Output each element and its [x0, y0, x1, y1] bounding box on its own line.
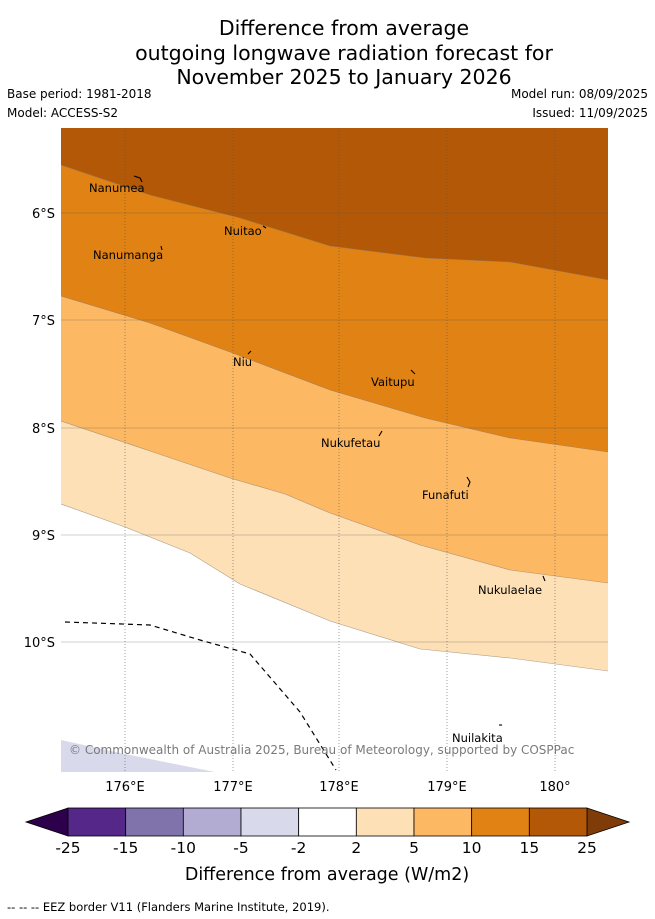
- colorbar-segment: [355, 807, 415, 837]
- colorbar-label: Difference from average (W/m2): [185, 865, 469, 885]
- model-run-text: Model run: 08/09/2025: [510, 87, 648, 101]
- contour-lines: [61, 164, 608, 672]
- colorbar-segment: [471, 807, 530, 837]
- lon-label: 177°E: [213, 780, 253, 795]
- island-vaitupu-icon: [410, 369, 416, 375]
- map-area: Nanumea Nanumanga Nuitao Niu Vaitupu Nuk…: [61, 128, 608, 772]
- lat-label: 7°S: [32, 314, 55, 329]
- latitude-labels: 6°S 7°S 8°S 9°S 10°S: [24, 207, 55, 651]
- lat-label: 10°S: [24, 636, 55, 651]
- colorbar-segment: [298, 807, 357, 837]
- band-neg5-neg2: [61, 740, 215, 772]
- colorbar-tick-label: -5: [233, 839, 248, 857]
- colorbar: -25 -15 -10 -5 -2 2 5 10 15 25 Difference from av…: [24, 807, 631, 885]
- title-line-2: outgoing longwave radiation forecast for: [135, 40, 553, 65]
- place-label: Nanumanga: [93, 248, 163, 262]
- place-label: Nuilakita: [452, 731, 503, 745]
- eez-legend-note: -- -- -- EEZ border V11 (Flanders Marine…: [7, 900, 330, 914]
- colorbar-segment: [528, 807, 588, 837]
- place-label: Nuitao: [224, 224, 262, 238]
- colorbar-tick-label: -25: [55, 839, 80, 857]
- island-nukulaelae-icon: [542, 575, 546, 582]
- eez-border-line: [64, 621, 337, 771]
- title-line-3: November 2025 to January 2026: [176, 65, 512, 89]
- place-label: Funafuti: [422, 488, 469, 502]
- lat-label: 6°S: [32, 207, 55, 222]
- place-label: Vaitupu: [371, 375, 415, 389]
- place-labels: Nanumea Nanumanga Nuitao Niu Vaitupu Nuk…: [89, 181, 542, 745]
- colorbar-segment: [67, 807, 127, 837]
- colorbar-tick-label: -15: [113, 839, 138, 857]
- colorbar-tick-labels: -25 -15 -10 -5 -2 2 5 10 15 25: [55, 839, 597, 857]
- colorbar-segments: [67, 807, 588, 837]
- island-nuitao-icon: [262, 225, 267, 229]
- band-neg2-2: [61, 504, 608, 772]
- lat-label: 9°S: [32, 529, 55, 544]
- place-label: Nanumea: [89, 181, 145, 195]
- colorbar-tick-label: 10: [462, 839, 482, 857]
- lon-label: 180°: [539, 780, 570, 795]
- colorbar-segment: [240, 807, 300, 837]
- latitude-gridlines: [61, 212, 608, 643]
- longitude-labels: 176°E 177°E 178°E 179°E 180°: [105, 780, 570, 795]
- colorbar-extend-low: [24, 807, 69, 837]
- lon-label: 178°E: [319, 780, 359, 795]
- island-nanumea-icon: [133, 175, 143, 183]
- island-funafuti-icon: [466, 476, 471, 488]
- colorbar-tick-label: -2: [291, 839, 306, 857]
- island-nukufetau-icon: [378, 430, 383, 437]
- chart-title: Difference from average outgoing longwav…: [0, 16, 655, 90]
- lon-label: 179°E: [427, 780, 467, 795]
- colorbar-tick-label: 25: [577, 839, 597, 857]
- place-label: Nukufetau: [321, 436, 380, 450]
- colorbar-segment: [182, 807, 242, 837]
- colorbar-tick-label: 15: [519, 839, 539, 857]
- lon-label: 176°E: [105, 780, 145, 795]
- island-niu-icon: [247, 350, 252, 355]
- colorbar-tick-label: 2: [351, 839, 361, 857]
- colorbar-segment: [125, 807, 184, 837]
- base-period-text: Base period: 1981-2018: [7, 87, 152, 101]
- title-line-1: Difference from average: [218, 16, 470, 40]
- copyright-notice: © Commonwealth of Australia 2025, Bureau…: [69, 743, 574, 757]
- model-text: Model: ACCESS-S2: [7, 106, 119, 120]
- issued-text: Issued: 11/09/2025: [532, 106, 648, 120]
- longitude-gridlines: [124, 128, 556, 772]
- place-label: Nukulaelae: [478, 583, 542, 597]
- colorbar-segment: [413, 807, 473, 837]
- colorbar-extend-high: [586, 807, 631, 837]
- colorbar-tick-label: 5: [409, 839, 419, 857]
- colorbar-tick-label: -10: [171, 839, 196, 857]
- lat-label: 8°S: [32, 422, 55, 437]
- island-outlines: [133, 175, 546, 726]
- island-nanumanga-icon: [160, 245, 163, 251]
- place-label: Niu: [233, 355, 252, 369]
